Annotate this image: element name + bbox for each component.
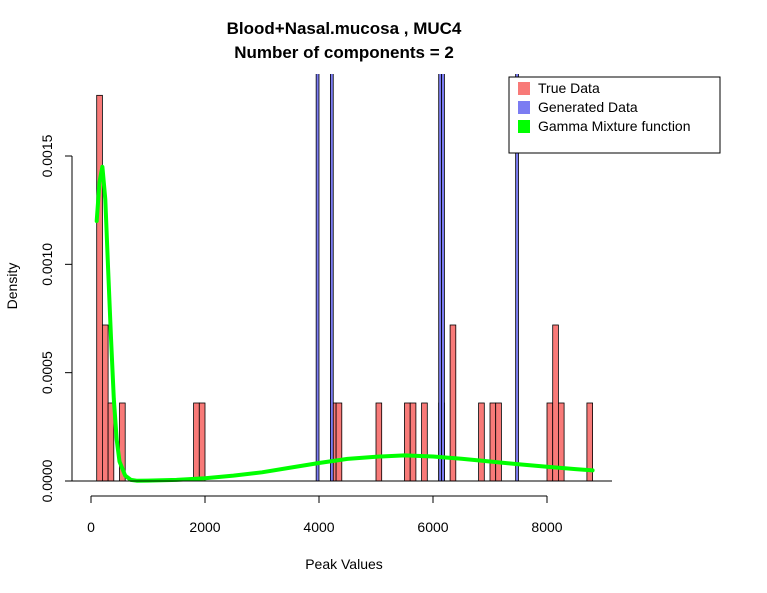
y-tick-label: 0.0010 xyxy=(39,243,55,286)
y-tick-label: 0.0000 xyxy=(39,459,55,502)
legend-box xyxy=(508,76,721,154)
legend-label: Gamma Mixture function xyxy=(538,118,691,134)
legend: True Data Generated Data Gamma Mixture fun… xyxy=(508,76,721,154)
true-data-bar xyxy=(96,94,103,482)
x-tick-label: 0 xyxy=(87,519,95,535)
true-data-bar xyxy=(489,402,497,482)
true-data-bar xyxy=(421,402,428,482)
x-axis-label: Peak Values xyxy=(305,556,383,572)
generated-data-bars xyxy=(315,74,519,482)
x-tick-label: 2000 xyxy=(189,519,220,535)
generated-data-bar xyxy=(438,74,442,482)
y-tick-label: 0.0005 xyxy=(39,351,55,394)
true-data-bar xyxy=(198,402,206,482)
true-data-bar xyxy=(102,324,109,482)
y-axis-label: Density xyxy=(4,263,20,310)
true-data-bar xyxy=(404,402,411,482)
true-data-bar xyxy=(335,402,343,482)
x-tick-label: 4000 xyxy=(303,519,334,535)
gamma-mixture-line xyxy=(94,164,595,483)
true-data-bar xyxy=(546,402,554,482)
generated-data-bar xyxy=(441,74,445,482)
true-data-bar xyxy=(409,402,417,482)
legend-swatch xyxy=(518,101,530,114)
y-axis: 0.0000 0.0005 0.0010 0.0015 xyxy=(39,134,73,502)
generated-data-bar xyxy=(329,74,334,482)
x-tick-label: 6000 xyxy=(417,519,448,535)
legend-swatch xyxy=(518,82,530,95)
x-axis: 0 2000 4000 6000 8000 xyxy=(87,495,563,535)
chart-title-line2: Number of components = 2 xyxy=(234,43,454,62)
generated-data-bar xyxy=(315,74,320,482)
generated-data-bar xyxy=(515,74,519,482)
x-tick-label: 8000 xyxy=(531,519,562,535)
true-data-bar xyxy=(478,402,485,482)
true-data-bar xyxy=(193,402,200,482)
true-data-bar xyxy=(552,324,559,482)
legend-swatch xyxy=(518,120,530,133)
y-tick-label: 0.0015 xyxy=(39,134,55,177)
chart-title-line1: Blood+Nasal.mucosa , MUC4 xyxy=(227,19,462,38)
legend-label: True Data xyxy=(538,80,600,96)
true-data-bar xyxy=(375,402,383,482)
true-data-bar xyxy=(495,402,502,482)
legend-label: Generated Data xyxy=(538,99,638,115)
